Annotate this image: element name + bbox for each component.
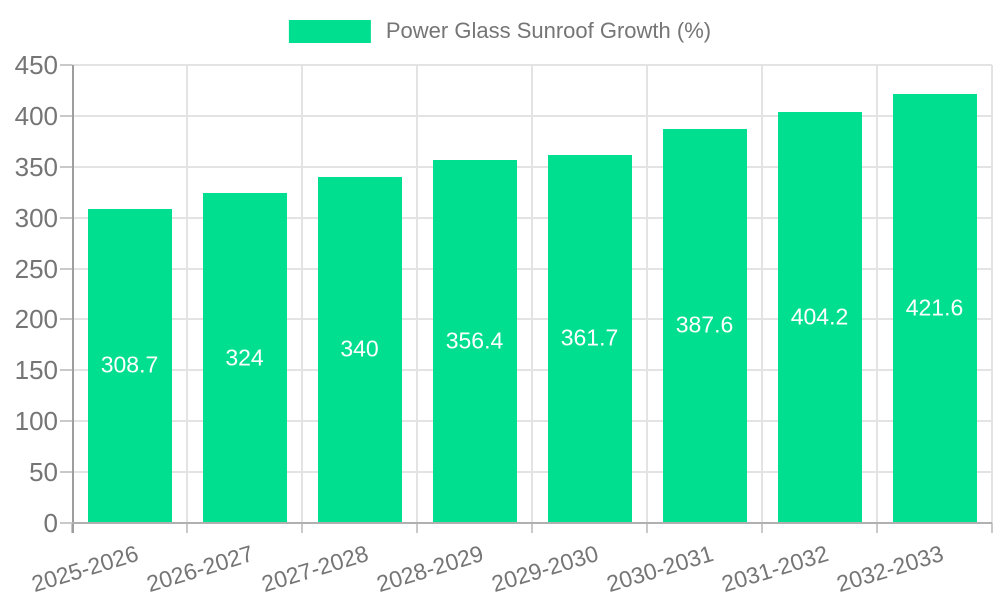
bar[interactable]: 421.6	[892, 93, 977, 522]
x-axis-line	[72, 522, 992, 524]
legend-item[interactable]: Power Glass Sunroof Growth (%)	[288, 18, 712, 44]
x-gridline	[301, 65, 303, 523]
bar-value-label: 387.6	[675, 311, 734, 338]
x-gridline	[991, 65, 993, 523]
bar-value-label: 324	[225, 344, 264, 371]
y-axis-line	[72, 65, 74, 533]
bar[interactable]: 340	[317, 176, 402, 522]
bar[interactable]: 308.7	[87, 208, 172, 522]
y-axis-tick	[60, 420, 72, 423]
bar-value-label: 361.7	[560, 324, 619, 351]
bar[interactable]: 387.6	[662, 128, 747, 522]
y-axis-label: 100	[14, 406, 58, 437]
y-axis-tick	[60, 471, 72, 474]
x-gridline	[876, 65, 878, 523]
y-axis-label: 150	[14, 355, 58, 386]
bar[interactable]: 404.2	[777, 111, 862, 522]
y-axis-label: 450	[14, 50, 58, 80]
y-axis-label: 250	[14, 253, 58, 284]
x-gridline	[186, 65, 188, 523]
y-axis-tick	[60, 369, 72, 372]
y-axis-tick	[60, 267, 72, 270]
y-axis-label: 200	[14, 304, 58, 335]
x-axis-tick	[876, 523, 878, 533]
y-axis-tick	[60, 165, 72, 168]
bar-value-label: 404.2	[790, 303, 849, 330]
x-gridline	[761, 65, 763, 523]
bar[interactable]: 324	[202, 193, 287, 522]
x-axis-tick	[186, 523, 188, 533]
y-axis-tick	[60, 64, 72, 66]
bar-value-label: 340	[340, 335, 379, 362]
x-axis-tick	[416, 523, 418, 533]
x-axis-tick	[991, 523, 993, 533]
bar-value-label: 421.6	[905, 294, 964, 321]
y-axis-label: 350	[14, 151, 58, 182]
x-axis-tick	[646, 523, 648, 533]
bar[interactable]: 361.7	[547, 154, 632, 522]
y-axis-label: 300	[14, 202, 58, 233]
x-gridline	[416, 65, 418, 523]
bar[interactable]: 356.4	[432, 160, 517, 522]
legend-label: Power Glass Sunroof Growth (%)	[385, 18, 712, 43]
x-gridline	[646, 65, 648, 523]
bar-value-label: 356.4	[445, 327, 504, 354]
y-axis-tick	[60, 114, 72, 117]
y-axis-label: 50	[29, 457, 58, 488]
legend-swatch	[288, 19, 371, 43]
x-gridline	[531, 65, 533, 523]
y-axis-tick	[60, 216, 72, 219]
y-axis-tick	[60, 522, 72, 524]
x-axis-tick	[531, 523, 533, 533]
y-axis-label: 400	[14, 100, 58, 131]
y-axis-tick	[60, 318, 72, 321]
bar-value-label: 308.7	[100, 351, 159, 378]
x-axis-tick	[761, 523, 763, 533]
x-axis-tick	[301, 523, 303, 533]
y-axis-label: 0	[43, 508, 58, 538]
